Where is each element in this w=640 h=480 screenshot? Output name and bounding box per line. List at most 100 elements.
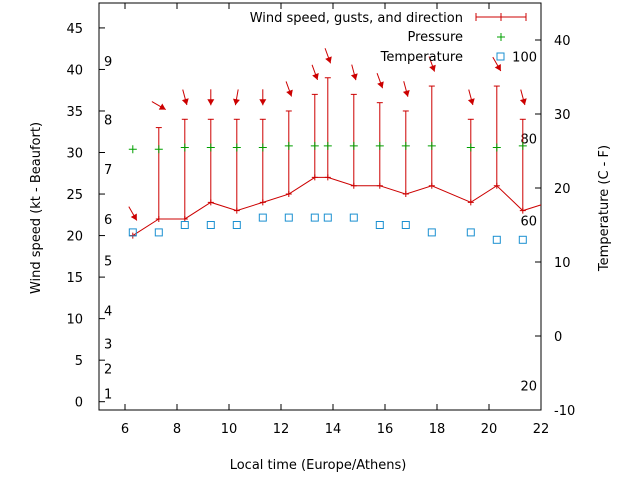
y2-tick-label: 10	[554, 256, 571, 271]
temperature-point	[206, 221, 215, 229]
wind-series	[129, 174, 542, 239]
temperature-point	[284, 213, 293, 222]
fahrenheit-label: 20	[520, 380, 537, 395]
arrow-head	[181, 98, 189, 106]
arrow-head	[467, 98, 475, 106]
x-axis-label: Local time (Europe/Athens)	[230, 458, 407, 473]
axes	[98, 2, 542, 411]
y-tick-label: 20	[66, 230, 83, 245]
wind-direction-arrow	[324, 48, 332, 64]
fahrenheit-label: 100	[512, 50, 537, 65]
pressure-point	[466, 143, 475, 152]
pressure-series	[128, 141, 527, 154]
beaufort-label: 8	[104, 113, 112, 128]
temperature-point	[466, 228, 475, 237]
arrow-head	[350, 73, 358, 81]
temperature-point	[128, 228, 137, 237]
arrow-head	[325, 56, 332, 64]
pressure-point	[401, 141, 410, 150]
temperature-point	[258, 213, 267, 222]
wind-speed-point	[493, 182, 500, 189]
wind-speed-point	[311, 174, 318, 181]
legend-label-wind: Wind speed, gusts, and direction	[250, 11, 463, 26]
pressure-point	[349, 141, 358, 150]
pressure-point	[180, 143, 189, 152]
legend: Wind speed, gusts, and direction Pressur…	[250, 11, 527, 65]
pressure-point	[206, 143, 215, 152]
pressure-point	[154, 145, 163, 154]
arrow-head	[429, 64, 436, 72]
pressure-point	[492, 143, 501, 152]
arrow-head	[519, 98, 527, 106]
y-tick-label: 5	[75, 354, 83, 369]
legend-swatch-pressure	[497, 33, 505, 41]
wind-speed-point	[467, 199, 474, 206]
legend-label-temperature: Temperature	[380, 50, 463, 65]
wind-direction-arrow	[492, 56, 502, 72]
x-tick-label: 22	[533, 422, 550, 437]
arrow-head	[377, 81, 384, 89]
pressure-point	[284, 141, 293, 150]
y-tick-label: 10	[66, 313, 83, 328]
wind-speed-point	[181, 215, 188, 222]
beaufort-label: 2	[104, 362, 112, 377]
pressure-point	[323, 141, 332, 150]
x-tick-label: 14	[325, 422, 342, 437]
temperature-point	[349, 213, 358, 222]
arrow-head	[233, 98, 240, 106]
tick-labels: 6 8 10 12 14 16 18 20 22051015202530354045-10010…	[66, 22, 575, 437]
wind-speed-point	[428, 182, 435, 189]
temperature-point	[518, 235, 527, 244]
beaufort-label: 1	[104, 387, 112, 402]
y-tick-label: 45	[66, 22, 83, 37]
beaufort-labels: 1 2 3 4 5 6 7 8 9	[104, 55, 112, 402]
wind-speed-point	[285, 191, 292, 198]
beaufort-label: 3	[104, 338, 112, 353]
y-axis-label: Wind speed (kt - Beaufort)	[29, 122, 44, 294]
x-tick-label: 20	[481, 422, 498, 437]
beaufort-label: 5	[104, 254, 112, 269]
temperature-point	[232, 221, 241, 229]
arrow-head	[259, 99, 267, 106]
wind-speed-point	[233, 207, 240, 214]
wind-direction-arrow	[285, 81, 293, 97]
wind-speed-point	[324, 174, 331, 181]
pressure-point	[128, 145, 137, 154]
x-tick-label: 8	[173, 422, 181, 437]
temperature-point	[323, 213, 332, 222]
temperature-point	[310, 213, 319, 222]
fahrenheit-label: 80	[520, 132, 537, 147]
pressure-point	[518, 141, 527, 150]
wind-direction-arrow	[181, 89, 189, 106]
y2-tick-label: 30	[554, 108, 571, 123]
wind-direction-arrow	[128, 206, 138, 221]
wind-speed-point	[376, 182, 383, 189]
y2-axis-label: Temperature (C - F)	[597, 145, 612, 272]
wind-speed-point	[402, 191, 409, 198]
wind-direction-arrow	[428, 56, 436, 72]
fahrenheit-label: 60	[520, 215, 537, 230]
pressure-point	[427, 141, 436, 150]
legend-label-pressure: Pressure	[407, 30, 463, 45]
beaufort-label: 4	[104, 304, 112, 319]
temperature-point	[154, 228, 163, 237]
temperature-point	[427, 228, 436, 237]
wind-speed-point	[155, 215, 162, 222]
temperature-series	[128, 213, 527, 244]
y-tick-label: 35	[66, 105, 83, 120]
wind-direction-arrow	[376, 72, 384, 89]
wind-direction-arrow	[311, 64, 319, 81]
y2-tick-label: 40	[554, 34, 571, 49]
x-tick-label: 12	[273, 422, 290, 437]
wind-direction-arrow	[467, 89, 475, 106]
arrow-head	[158, 103, 166, 110]
temperature-point	[375, 221, 384, 229]
wind-speed-point	[207, 199, 214, 206]
wind-direction-arrow	[207, 89, 215, 106]
wind-direction-arrow	[151, 101, 166, 111]
arrow-head	[312, 73, 319, 80]
wind-direction-arrows	[128, 48, 527, 221]
beaufort-label: 9	[104, 55, 112, 70]
x-tick-label: 18	[429, 422, 446, 437]
wind-speed-point	[519, 207, 526, 214]
